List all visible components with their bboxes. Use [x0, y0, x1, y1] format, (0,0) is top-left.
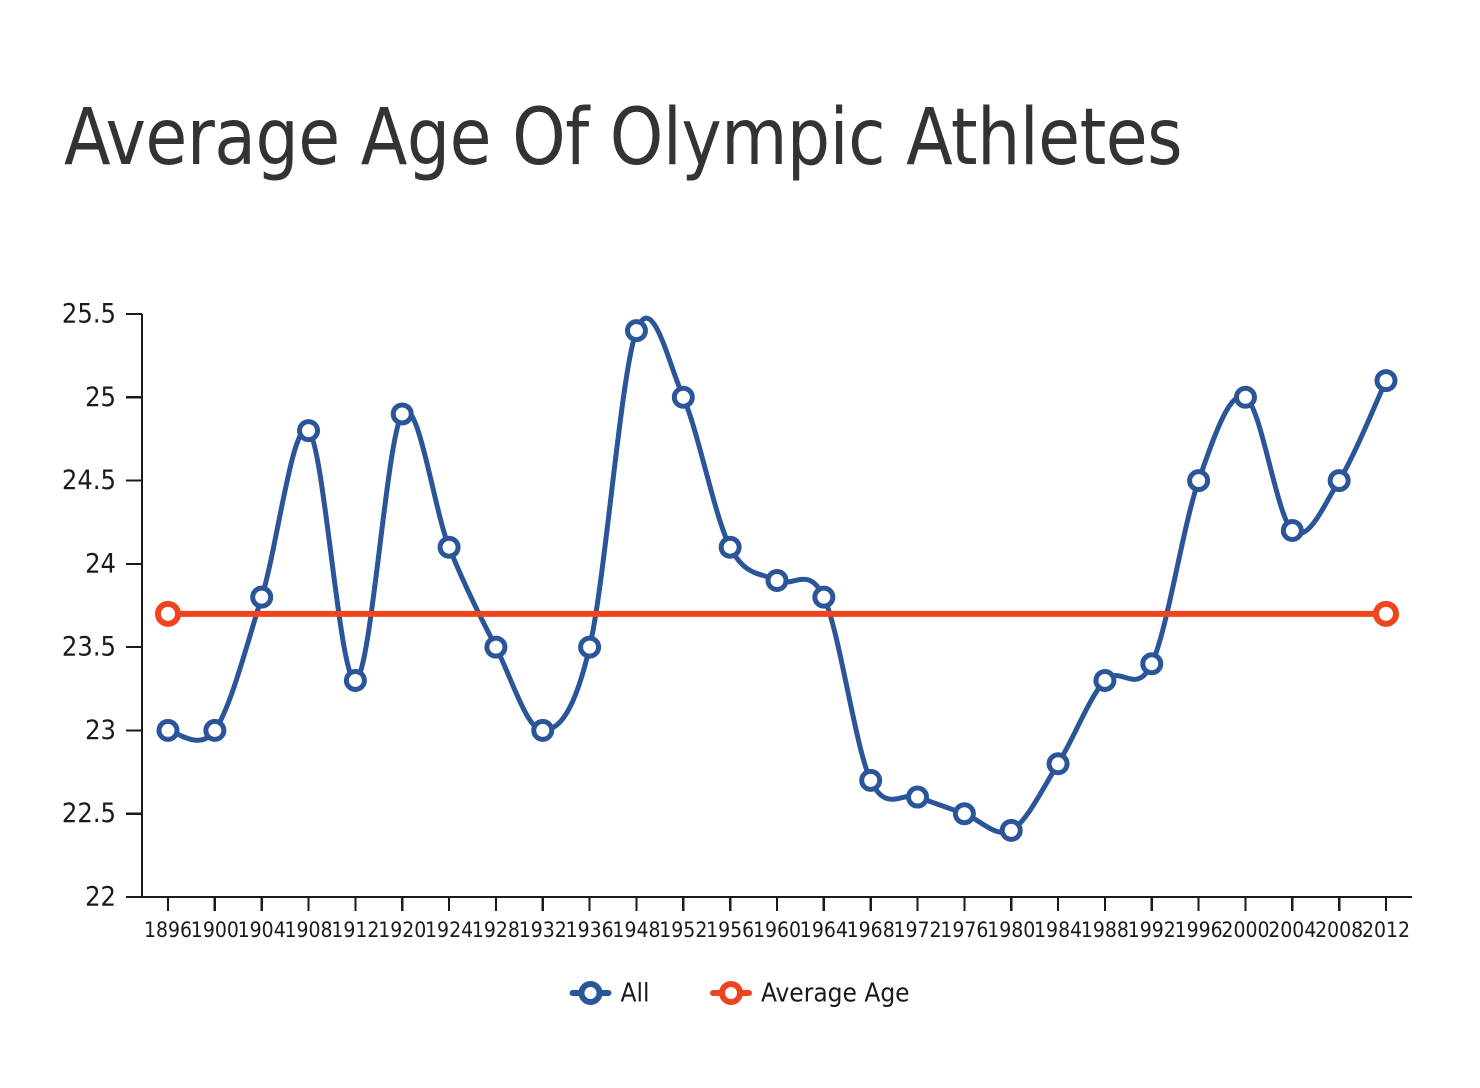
x-axis-tick-label: 1992: [1128, 918, 1176, 942]
x-axis-tick-label: 1984: [1034, 918, 1082, 942]
data-point-marker[interactable]: [812, 585, 836, 609]
series-layer: [155, 315, 1399, 842]
x-axis-tick-label: 1936: [566, 918, 614, 942]
data-point-marker[interactable]: [1093, 668, 1117, 692]
data-point-marker[interactable]: [1374, 369, 1398, 393]
data-point-marker[interactable]: [718, 535, 742, 559]
data-point-marker[interactable]: [1046, 752, 1070, 776]
page-title: Average Age Of Olympic Athletes: [64, 93, 1183, 183]
data-point-marker[interactable]: [155, 600, 181, 627]
x-axis-tick-label: 1964: [800, 918, 848, 942]
x-axis-tick-label: 2008: [1315, 918, 1363, 942]
x-axis-tick-label: 1956: [706, 918, 754, 942]
data-point-marker[interactable]: [906, 785, 930, 809]
x-axis-tick-label: 1980: [987, 918, 1035, 942]
legend-item-average-age[interactable]: Average Age: [710, 979, 910, 1009]
x-axis-tick-label: 2000: [1221, 918, 1269, 942]
legend-item-all[interactable]: All: [569, 979, 650, 1009]
data-point-marker[interactable]: [343, 668, 367, 692]
data-point-marker[interactable]: [671, 385, 695, 409]
data-point-marker[interactable]: [1233, 385, 1257, 409]
y-axis-tick-label: 23: [85, 715, 116, 746]
y-axis-tick-label: 22.5: [62, 798, 116, 829]
y-axis-tick-label: 23.5: [62, 632, 116, 663]
data-point-marker[interactable]: [859, 768, 883, 792]
legend-marker-icon: [578, 981, 603, 1005]
x-axis-tick-label: 1996: [1175, 918, 1223, 942]
x-axis-tick-label: 2004: [1268, 918, 1316, 942]
data-point-marker[interactable]: [250, 585, 274, 609]
x-axis-tick-label: 1904: [238, 918, 286, 942]
x-axis-tick-label: 1976: [940, 918, 988, 942]
x-axis-tick-label: 1948: [612, 918, 660, 942]
data-point-marker[interactable]: [1280, 519, 1304, 543]
data-point-marker[interactable]: [203, 718, 227, 742]
data-point-marker[interactable]: [1327, 469, 1351, 493]
data-point-marker[interactable]: [531, 718, 555, 742]
data-point-marker[interactable]: [765, 569, 789, 593]
data-point-marker[interactable]: [1187, 469, 1211, 493]
data-point-marker[interactable]: [437, 535, 461, 559]
x-axis-tick-label: 1952: [659, 918, 707, 942]
legend-label: All: [621, 979, 650, 1009]
x-axis-tick-label: 1968: [847, 918, 895, 942]
x-axis-tick-label: 2012: [1362, 918, 1410, 942]
data-point-marker[interactable]: [1140, 652, 1164, 676]
x-axis-tick-label: 1900: [191, 918, 239, 942]
data-point-marker[interactable]: [578, 635, 602, 659]
y-axis-tick-label: 24.5: [62, 465, 116, 496]
data-point-marker[interactable]: [390, 402, 414, 426]
legend-label: Average Age: [761, 979, 910, 1009]
data-point-marker[interactable]: [952, 802, 976, 826]
x-axis-tick-label: 1896: [144, 918, 192, 942]
y-axis-tick-label: 25: [85, 382, 116, 413]
series-all: [156, 315, 1398, 842]
x-axis-tick-label: 1912: [331, 918, 379, 942]
x-axis-tick-label: 1960: [753, 918, 801, 942]
chart-legend: All Average Age: [569, 979, 910, 1009]
data-point-marker[interactable]: [156, 718, 180, 742]
x-axis-tick-label: 1920: [378, 918, 426, 942]
y-axis-tick-label: 24: [85, 548, 116, 579]
data-point-marker[interactable]: [297, 419, 321, 443]
data-point-marker[interactable]: [624, 319, 648, 343]
data-point-marker[interactable]: [484, 635, 508, 659]
x-axis-tick-label: 1928: [472, 918, 520, 942]
y-axis-tick-label: 22: [85, 882, 116, 913]
x-axis-tick-label: 1908: [284, 918, 332, 942]
x-axis-tick-label: 1932: [519, 918, 567, 942]
legend-marker-icon: [719, 981, 743, 1005]
data-point-marker[interactable]: [1373, 600, 1399, 627]
series-average-age: [155, 600, 1399, 627]
x-axis-tick-label: 1972: [893, 918, 941, 942]
x-axis-tick-label: 1924: [425, 918, 473, 942]
data-point-marker[interactable]: [999, 818, 1023, 842]
x-axis-tick-label: 1988: [1081, 918, 1129, 942]
x-axis: 1896190019041908191219201924192819321936…: [142, 895, 1412, 942]
y-axis-tick-label: 25.5: [62, 299, 116, 330]
y-axis: 22 22.5 23 23.5 24 24.5 25 25.5: [62, 299, 144, 913]
